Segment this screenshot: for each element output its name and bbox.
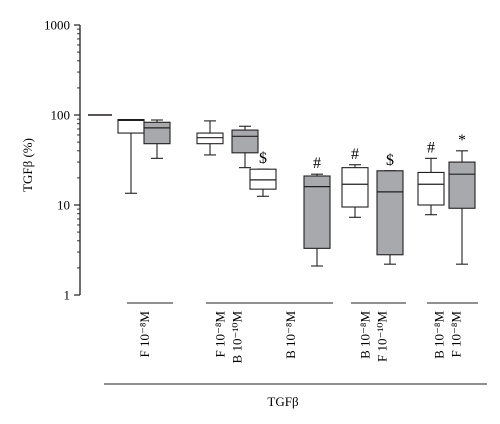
group-label: B 10⁻⁸M bbox=[283, 311, 298, 359]
significance-mark: # bbox=[351, 146, 359, 163]
box-white bbox=[117, 119, 145, 134]
box-gray bbox=[448, 161, 476, 209]
significance-mark: * bbox=[458, 132, 466, 149]
group-label: F 10⁻¹⁰M bbox=[375, 311, 390, 362]
group-label: B 10⁻⁸M bbox=[432, 311, 447, 359]
x-axis-label: TGFβ bbox=[267, 394, 299, 409]
group-label: F 10⁻⁸M bbox=[137, 311, 152, 358]
box-series: $ # # $ # * bbox=[88, 114, 476, 267]
box-white bbox=[341, 167, 369, 208]
y-axis-label: TGFβ (%) bbox=[20, 138, 35, 192]
y-tick-label: 1000 bbox=[44, 18, 70, 33]
box-gray bbox=[303, 175, 331, 249]
box-gray bbox=[231, 129, 259, 154]
box-white bbox=[249, 168, 277, 190]
group-label: F 10⁻⁸M bbox=[449, 311, 464, 358]
y-axis: 1 10 100 1000 TGFβ (%) bbox=[20, 18, 81, 303]
box-gray bbox=[143, 121, 171, 145]
box-white bbox=[417, 171, 445, 206]
group-label: B 10⁻¹⁰M bbox=[230, 311, 245, 364]
box-white bbox=[196, 132, 224, 145]
x-labels: F 10⁻⁸M F 10⁻⁸M B 10⁻¹⁰M B 10⁻⁸M B 10⁻⁸M F 10… bbox=[104, 302, 487, 409]
group-label: B 10⁻⁸M bbox=[358, 311, 373, 359]
box-gray bbox=[376, 170, 404, 256]
significance-mark: $ bbox=[259, 150, 267, 167]
significance-mark: # bbox=[427, 139, 435, 156]
significance-mark: # bbox=[313, 155, 321, 172]
group-label: F 10⁻⁸M bbox=[213, 311, 228, 358]
y-tick-label: 100 bbox=[51, 108, 71, 123]
y-tick-label: 1 bbox=[64, 288, 71, 303]
y-tick-label: 10 bbox=[57, 198, 70, 213]
significance-mark: $ bbox=[386, 152, 394, 169]
